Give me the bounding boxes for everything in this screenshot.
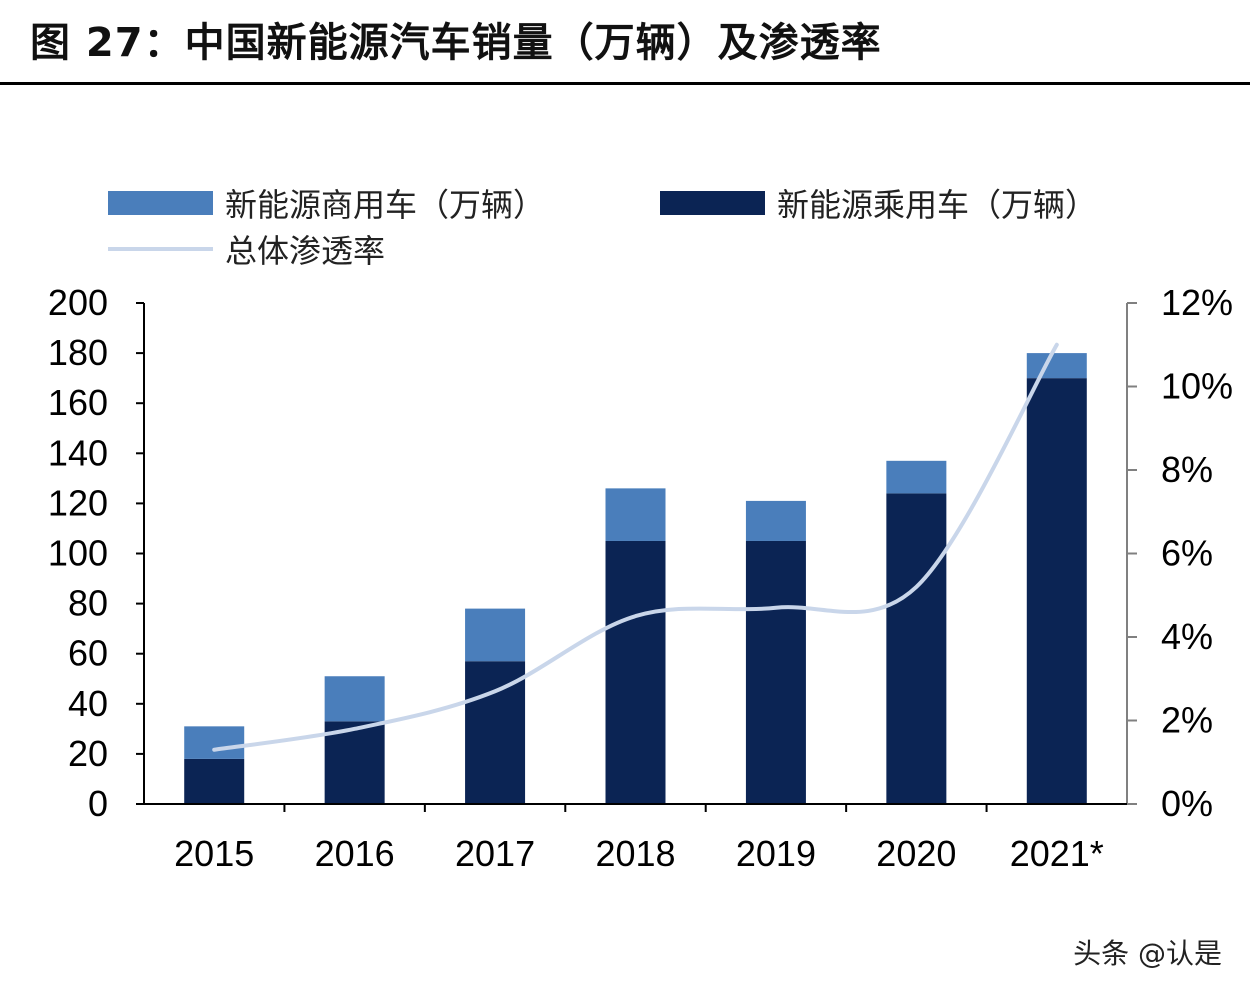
figure-title: 图 27：中国新能源汽车销量（万辆）及渗透率 <box>30 20 882 66</box>
watermark: 头条 @认是 <box>1073 937 1222 970</box>
y-axis-tick-label: 140 <box>48 432 108 473</box>
y2-axis-tick-label: 2% <box>1161 700 1213 741</box>
bar-commercial <box>1026 353 1087 379</box>
bar-passenger <box>324 721 385 804</box>
legend-swatch-penetration <box>108 247 213 251</box>
bar-commercial <box>605 488 666 541</box>
y-axis-tick-label: 100 <box>48 533 108 574</box>
y-axis-tick-label: 180 <box>48 332 108 373</box>
bar-passenger <box>184 758 245 804</box>
x-axis-tick-label: 2018 <box>595 833 675 874</box>
y-axis-tick-label: 160 <box>48 382 108 423</box>
y-axis-tick-label: 80 <box>68 583 108 624</box>
y-axis-tick-label: 60 <box>68 633 108 674</box>
y-axis-tick-label: 200 <box>48 282 108 323</box>
bar-passenger <box>605 540 666 804</box>
penetration-line <box>212 342 1059 752</box>
bar-commercial <box>465 608 526 662</box>
legend-penetration: 总体渗透率 <box>108 226 385 272</box>
bar-commercial <box>184 726 245 759</box>
y2-axis-tick-label: 10% <box>1161 366 1233 407</box>
bar-passenger <box>886 493 947 804</box>
legend-passenger: 新能源乘用车（万辆） <box>660 180 1097 226</box>
legend-swatch-commercial <box>108 191 213 215</box>
y2-axis-tick-label: 6% <box>1161 533 1213 574</box>
legend-label-commercial: 新能源商用车（万辆） <box>225 186 546 224</box>
legend-commercial: 新能源商用车（万辆） <box>108 180 545 226</box>
bar-passenger <box>1026 378 1087 804</box>
y2-axis-tick-label: 8% <box>1161 449 1213 490</box>
y-axis-tick-label: 20 <box>68 733 108 774</box>
y2-axis-tick-label: 4% <box>1161 616 1213 657</box>
legend-label-passenger: 新能源乘用车（万辆） <box>777 186 1098 224</box>
x-axis-tick-label: 2016 <box>315 833 395 874</box>
y2-axis-tick-label: 12% <box>1161 282 1233 323</box>
y-axis-tick-label: 40 <box>68 683 108 724</box>
bar-commercial <box>886 460 947 494</box>
legend-swatch-passenger <box>660 191 765 215</box>
bar-passenger <box>745 540 806 804</box>
legend-label-penetration: 总体渗透率 <box>225 232 386 270</box>
x-axis-tick-label: 2019 <box>736 833 816 874</box>
bar-commercial <box>745 500 806 541</box>
bar-commercial <box>324 676 385 722</box>
y2-axis-tick-label: 0% <box>1161 783 1213 824</box>
x-axis-tick-label: 2017 <box>455 833 535 874</box>
x-axis-tick-label: 2015 <box>174 833 254 874</box>
y-axis-tick-label: 120 <box>48 482 108 523</box>
x-axis-tick-label: 2021* <box>1010 833 1104 874</box>
y-axis-tick-label: 0 <box>88 783 108 824</box>
title-divider <box>0 82 1250 85</box>
bar-passenger <box>465 661 526 804</box>
x-axis-tick-label: 2020 <box>876 833 956 874</box>
